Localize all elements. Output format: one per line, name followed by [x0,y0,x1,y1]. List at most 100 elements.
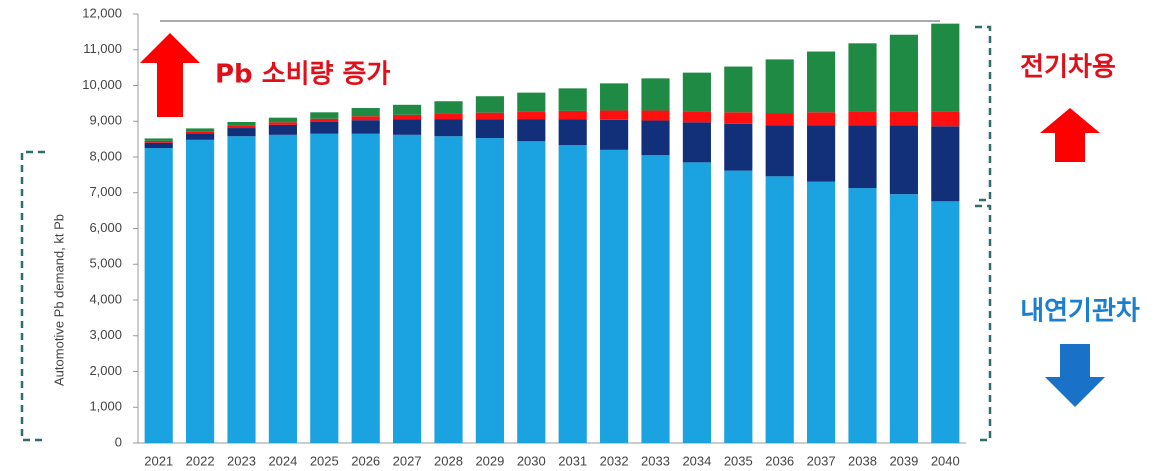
y-tick-label: 3,000 [89,327,122,342]
annotation: 내연기관차 [1020,297,1140,327]
x-tick-label: 2029 [475,453,504,468]
bar-segment [724,123,753,171]
y-tick-label: 10,000 [82,77,122,92]
bar-segment [889,125,918,195]
bar-segment [227,128,256,137]
bar-segment [558,145,587,443]
x-tick-label: 2031 [558,453,587,468]
x-tick-label: 2035 [724,453,753,468]
bar-segment [641,155,670,443]
bar-segment [558,110,587,120]
y-tick-label: 8,000 [89,148,122,163]
x-tick-label: 2023 [227,453,256,468]
bar-segment [310,121,339,134]
bar-segment [268,122,297,125]
bar-segment [434,136,463,443]
bar-segment [765,113,794,126]
bar-segment [682,111,711,123]
bar-segment [475,119,504,139]
bar-segment [765,176,794,443]
y-tick-label: 12,000 [82,5,122,20]
bar-segment [144,138,173,141]
bar-segment [641,78,670,111]
bar-segment [351,116,380,121]
y-tick-label: 4,000 [89,291,122,306]
bar-segment [765,59,794,114]
y-tick-label: 9,000 [89,113,122,128]
bar-segment [268,134,297,443]
bar-segment [889,111,918,126]
annotation: 전기차용 [1020,53,1116,83]
x-tick-label: 2040 [931,453,960,468]
annotation: Pb 소비량 증가 [215,60,390,90]
bracket [975,25,992,202]
bar-segment [268,124,297,135]
bar-segment [186,131,215,134]
bar-segment [393,119,422,135]
down-arrow [1045,344,1105,407]
bar-segment [186,128,215,132]
bar-segment [889,34,918,112]
bar-segment [931,201,960,443]
bar-segment [434,101,463,114]
x-tick-label: 2026 [351,453,380,468]
bar-segment [310,133,339,443]
bar-segment [268,117,297,123]
bar-segment [641,110,670,121]
bar-segment [724,66,753,113]
bar-segment [807,181,836,444]
bar-segment [144,142,173,149]
bar-segment [848,111,877,126]
bracket [20,150,45,442]
bar-segment [517,92,546,112]
bar-segment [310,118,339,122]
bar-segment [807,51,836,113]
up-arrow [1040,108,1100,162]
bar-segment [682,72,711,112]
y-tick-label: 2,000 [89,363,122,378]
x-tick-label: 2028 [434,453,463,468]
y-tick-label: 5,000 [89,256,122,271]
bar-segment [724,170,753,443]
bar-segment [931,126,960,202]
x-tick-label: 2021 [144,453,173,468]
x-tick-label: 2037 [807,453,836,468]
y-tick-label: 1,000 [89,399,122,414]
y-tick-label: 11,000 [83,41,122,56]
bar-segment [393,134,422,443]
up-arrow [140,33,200,117]
x-tick-label: 2024 [268,453,297,468]
x-tick-label: 2039 [889,453,918,468]
bar-segment [765,125,794,177]
bar-segment [931,111,960,127]
bar-segment [393,114,422,120]
bar-segment [475,96,504,113]
bar-segment [393,104,422,115]
bar-segment [807,112,836,126]
x-tick-label: 2032 [600,453,629,468]
bar-segment [227,125,256,129]
y-tick-label: 0 [115,434,122,449]
bar-segment [558,88,587,111]
bar-segment [186,139,215,443]
bar-segment [724,112,753,124]
bar-segment [144,148,173,443]
x-tick-label: 2030 [517,453,546,468]
bar-segment [517,111,546,120]
x-tick-label: 2038 [848,453,877,468]
bar-segment [517,119,546,142]
bar-segment [227,136,256,443]
bar-segment [682,122,711,163]
bar-segment [186,133,215,140]
x-tick-label: 2033 [641,453,670,468]
bar-segment [310,112,339,119]
bracket [975,204,992,442]
bar-segment [889,194,918,443]
bar-segment [848,188,877,443]
bar-segment [600,149,629,443]
y-axis-label: Automotive Pb demand, kt Pb [51,214,66,386]
bar-segment [351,120,380,134]
y-tick-label: 6,000 [89,220,122,235]
x-tick-label: 2027 [393,453,422,468]
